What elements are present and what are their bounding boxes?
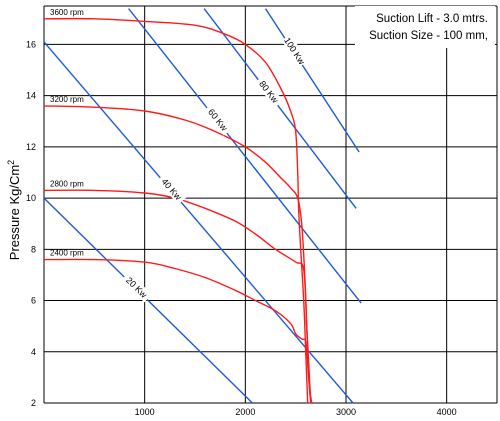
rpm-label-3: 2800 rpm (50, 179, 84, 188)
power-label-bg (255, 75, 284, 108)
power-line-1 (43, 197, 253, 404)
rpm-curve-1 (43, 17, 309, 404)
annotation-line-2: Suction Size - 100 mm, (369, 30, 488, 42)
y-tick-label: 4 (31, 347, 36, 357)
y-tick-label: 8 (31, 244, 36, 254)
rpm-label-1: 3600 rpm (50, 8, 84, 17)
y-axis-label: Pressure Kg/Cm2 (6, 160, 22, 260)
power-line-2 (43, 41, 354, 404)
power-label-5: 100 Kw (282, 36, 307, 67)
y-tick-label: 10 (26, 193, 36, 203)
y-tick-label: 16 (26, 39, 36, 49)
power-label-bg (157, 173, 187, 205)
rpm-curve-3 (43, 189, 312, 404)
power-line-5 (264, 8, 360, 153)
power-label-bg (203, 103, 233, 136)
x-tick-label: 3000 (336, 407, 356, 417)
y-tick-label: 6 (31, 296, 36, 306)
y-tick-label: 12 (26, 142, 36, 152)
grid-lines (43, 5, 498, 404)
power-label-bg (121, 272, 153, 303)
y-tick-label: 14 (26, 91, 36, 101)
rpm-label-4: 2400 rpm (50, 249, 84, 258)
rpm-curve-2 (43, 105, 312, 404)
annotation-line-1: Suction Lift - 3.0 mtrs. (376, 13, 488, 25)
power-line-4 (203, 8, 357, 209)
power-label-bg (281, 34, 309, 68)
y-tick-label: 2 (31, 398, 36, 408)
tick-labels: 1000 2000 3000 4000 2 4 6 8 10 12 14 16 (26, 39, 457, 417)
x-tick-label: 4000 (437, 407, 457, 417)
rpm-curves (43, 17, 313, 404)
rpm-label-2: 3200 rpm (50, 95, 84, 104)
x-tick-label: 2000 (235, 407, 255, 417)
rpm-curve-4 (43, 258, 313, 404)
power-line-3 (128, 8, 362, 304)
annotation-box (355, 6, 495, 48)
power-lines (43, 8, 362, 404)
x-tick-label: 1000 (135, 407, 155, 417)
